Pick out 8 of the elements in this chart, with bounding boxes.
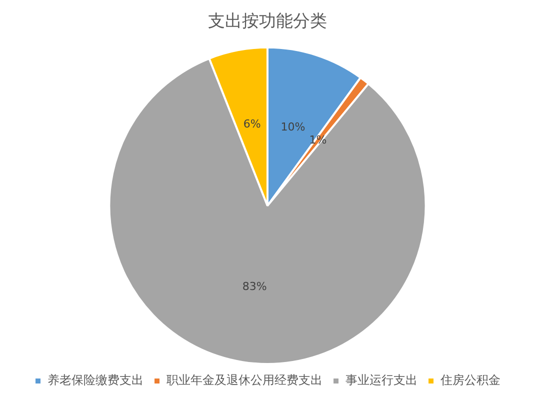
legend-label: 事业运行支出: [346, 373, 418, 388]
chart-title: 支出按功能分类: [208, 12, 327, 32]
data-label: 6%: [243, 118, 261, 131]
data-label: 10%: [280, 120, 306, 134]
legend-label: 养老保险缴费支出: [48, 373, 144, 388]
data-label: 83%: [242, 280, 267, 293]
legend-label: 职业年金及退休公用经费支出: [166, 373, 322, 388]
legend-label: 住房公积金: [440, 373, 500, 388]
